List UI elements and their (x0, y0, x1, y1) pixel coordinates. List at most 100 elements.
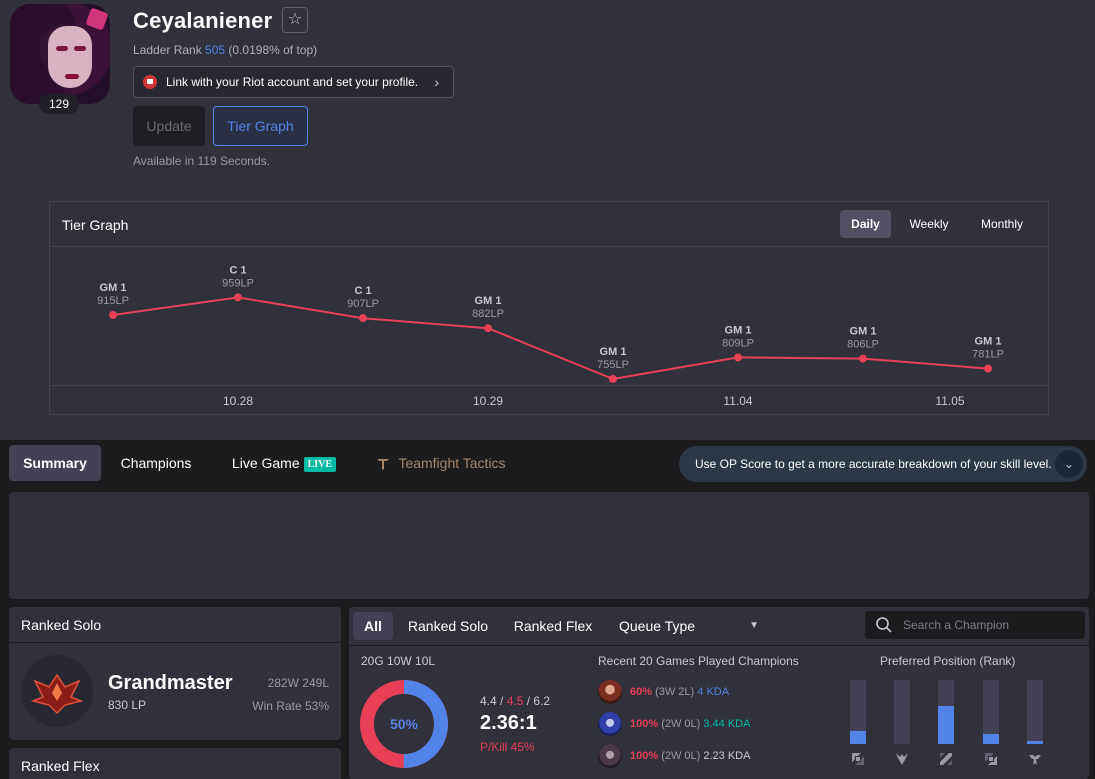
tier-graph-point[interactable] (359, 314, 367, 323)
tier-graph-tier-label: GM 1 (100, 282, 127, 294)
champion-win-rate: 60% (630, 686, 653, 698)
tier-graph-point[interactable] (109, 311, 117, 319)
tier-graph-point[interactable] (859, 354, 867, 363)
opscore-banner[interactable]: Use OP Score to get a more accurate brea… (679, 446, 1087, 482)
kda-assists: 6.2 (533, 694, 551, 708)
mid-icon (940, 753, 952, 765)
tier-graph-lp-label: 809LP (722, 337, 754, 349)
queue-type-select[interactable]: Queue Type ▼ (619, 612, 763, 640)
tier-graph-point[interactable] (484, 324, 492, 333)
period-daily-button[interactable]: Daily (840, 210, 891, 238)
champion-record: (3W 2L) (652, 686, 698, 698)
tier-graph-panel: Tier Graph Daily Weekly Monthly GM 1 915L… (49, 201, 1049, 415)
opscore-banner-text: Use OP Score to get a more accurate brea… (695, 457, 1052, 471)
queue-tab-ranked-solo[interactable]: Ranked Solo (407, 618, 489, 634)
position-bar (983, 680, 999, 744)
tier-graph-lp-label: 806LP (847, 339, 879, 351)
tier-graph-tier-label: GM 1 (600, 346, 627, 358)
ranked-solo-lp: 830 LP (108, 698, 147, 712)
position-bar-fill (938, 706, 954, 744)
chevron-right-icon: › (434, 74, 439, 90)
search-icon (876, 617, 892, 633)
tier-graph-tier-label: C 1 (354, 285, 371, 297)
tier-graph-tier-label: GM 1 (850, 326, 877, 338)
tier-graph-tier-label: C 1 (229, 264, 246, 276)
ad-placeholder-panel (9, 492, 1089, 599)
kill-participation: P/Kill 45% (480, 740, 535, 754)
adc-icon (985, 753, 997, 765)
queue-tab-ranked-flex[interactable]: Ranked Flex (513, 618, 593, 634)
ranked-solo-panel: Ranked Solo Grandmaster 830 LP 282W 249L… (9, 607, 341, 740)
queue-type-label: Queue Type (619, 618, 696, 634)
period-weekly-button[interactable]: Weekly (909, 217, 949, 231)
kda-separator: / (496, 694, 507, 708)
tier-graph-lp-label: 915LP (97, 295, 129, 307)
tab-champions[interactable]: Champions (120, 455, 192, 471)
kda-kills: 4.4 (480, 694, 497, 708)
champion-portrait-icon (598, 712, 622, 736)
tier-graph-point[interactable] (984, 364, 992, 373)
riot-account-link[interactable]: Link with your Riot account and set your… (133, 66, 454, 98)
favorite-star-button[interactable]: ☆ (282, 7, 308, 33)
kda-ratio: 2.36:1 (480, 712, 537, 734)
champion-record: (2W 0L) (658, 718, 704, 730)
win-rate-donut: 50% (360, 680, 448, 768)
tft-icon (377, 459, 390, 471)
ranked-solo-win-loss: 282W 249L (267, 676, 329, 690)
games-summary: 20G 10W 10L (361, 654, 436, 668)
profile-icon (10, 4, 110, 104)
tab-live-game[interactable]: Live Game LIVE (222, 445, 346, 481)
win-rate-percent: 50% (390, 716, 419, 732)
champion-kda: 4 KDA (697, 686, 730, 698)
live-badge: LIVE (303, 456, 337, 472)
tier-graph-point[interactable] (734, 353, 742, 362)
tier-graph-lp-label: 755LP (597, 359, 629, 371)
chevron-down-icon[interactable]: ⌄ (1055, 450, 1083, 478)
champion-kda: 3.44 KDA (703, 718, 751, 730)
champion-win-rate: 100% (630, 718, 659, 730)
ladder-rank: Ladder Rank 505 (0.0198% of top) (133, 43, 317, 57)
champion-record: (2W 0L) (658, 750, 704, 762)
tier-graph-lp-label: 959LP (222, 277, 254, 289)
match-stats-panel: All Ranked Solo Ranked Flex Queue Type ▼… (349, 607, 1089, 779)
position-bar-fill (850, 731, 866, 744)
tier-graph-x-tick: 11.04 (723, 394, 752, 408)
queue-tab-all[interactable]: All (353, 612, 393, 640)
champion-search-input[interactable] (903, 611, 1079, 639)
tier-graph-point[interactable] (609, 375, 617, 383)
period-monthly-button[interactable]: Monthly (980, 217, 1024, 231)
ranked-flex-panel: Ranked Flex (9, 748, 341, 779)
preferred-position-title: Preferred Position (Rank) (880, 654, 1016, 668)
update-availability: Available in 119 Seconds. (133, 154, 270, 168)
tier-graph-line (112, 296, 989, 381)
profile-header: 129 Ceyalaniener ☆ Ladder Rank 505 (0.01… (0, 0, 1095, 440)
position-bar-fill (1027, 741, 1043, 744)
tier-graph-title: Tier Graph (62, 217, 129, 233)
tab-teamfight-tactics[interactable]: Teamfight Tactics (366, 445, 516, 481)
ladder-percent: (0.0198% of top) (225, 43, 318, 57)
tab-live-game-label: Live Game (231, 455, 300, 471)
position-bar (1027, 680, 1043, 744)
donut-win-arc (360, 680, 448, 768)
tier-graph-x-tick: 10.28 (223, 394, 253, 408)
tier-graph-lp-label: 882LP (472, 308, 504, 320)
riot-fist-icon (143, 75, 157, 89)
update-button[interactable]: Update (133, 106, 205, 146)
champion-search[interactable] (865, 611, 1085, 639)
tier-graph-lp-label: 907LP (347, 298, 379, 310)
riot-link-text: Link with your Riot account and set your… (166, 75, 419, 89)
ladder-rank-link[interactable]: 505 (205, 43, 226, 57)
tier-graph-tier-label: GM 1 (975, 336, 1002, 348)
position-bar (894, 680, 910, 744)
position-bar (938, 680, 954, 744)
tab-tft-label: Teamfight Tactics (398, 455, 506, 471)
grandmaster-emblem-icon (21, 655, 93, 727)
tier-graph-point[interactable] (234, 293, 242, 302)
tab-summary[interactable]: Summary (9, 445, 101, 481)
tier-graph-button[interactable]: Tier Graph (213, 106, 308, 146)
champion-portrait-icon (598, 680, 622, 704)
position-bar (850, 680, 866, 744)
jungle-icon (896, 753, 908, 765)
kda-deaths: 4.5 (506, 694, 524, 708)
